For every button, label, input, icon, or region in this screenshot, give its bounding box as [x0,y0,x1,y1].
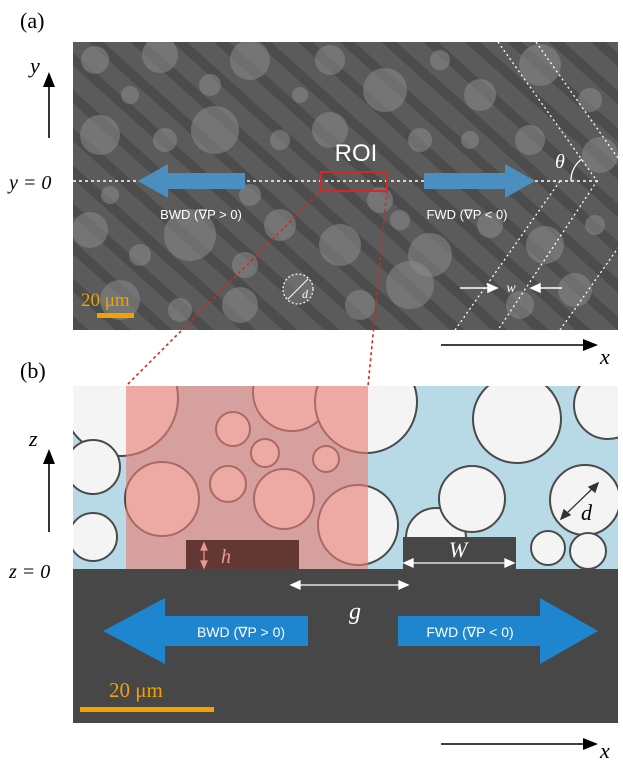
panel-a-scale-bar [97,313,134,318]
panel-a-bwd-arrow [138,164,245,198]
panel-a-x-label: x [599,344,610,369]
panel-b-bwd-arrow [103,598,308,664]
h-label: h [221,546,231,568]
panel-a-w-label: w [506,281,516,296]
zoom-line-left [125,190,322,387]
panel-a-d-label: d [302,287,309,301]
panel-b-scale-label: 20 μm [109,678,163,702]
panel-a-x-arrowhead [583,339,598,351]
panel-b-x-arrowhead [583,738,598,750]
panel-a-d-line [287,278,309,300]
panel-b-fwd-arrow [398,598,598,664]
w-label: W [449,537,469,562]
theta-arc [570,158,583,182]
panel-a-y-arrowhead [43,72,55,87]
groove-right [403,537,516,569]
w-arrow [402,557,516,569]
panel-a-scale-label: 20 μm [81,290,130,311]
panel-b-bwd-label: BWD (∇P > 0) [197,624,285,640]
panel-a-w-arrows [460,282,562,294]
g-label: g [349,599,361,625]
theta-label: θ [555,151,565,173]
panel-b-z-arrowhead [43,449,55,464]
panel-a-bwd-label: BWD (∇P > 0) [160,207,242,222]
panel-a-y0-label: y = 0 [7,172,51,194]
panel-b-d-label: d [581,500,593,525]
panel-a-y-label: y [28,53,40,78]
panel-a-label: (a) [20,8,44,33]
panel-b-d-arrow [559,481,600,521]
panel-a-particles [73,42,618,323]
panel-b-label: (b) [20,358,46,383]
zoom-line-right [367,190,388,387]
g-arrow [289,579,410,591]
roi-box [320,171,388,192]
panel-b-z-label: z [28,426,38,451]
roi-overlay [126,386,368,569]
panel-b-fwd-label: FWD (∇P < 0) [426,624,513,640]
roi-label: ROI [335,140,378,167]
panel-a-fwd-arrow [424,164,535,198]
panel-b-x-label: x [599,738,610,760]
panel-a-fwd-label: FWD (∇P < 0) [426,207,507,222]
panel-b-z0-label: z = 0 [8,561,50,583]
h-arrow [200,541,208,570]
panel-b-scale-bar [80,707,214,712]
